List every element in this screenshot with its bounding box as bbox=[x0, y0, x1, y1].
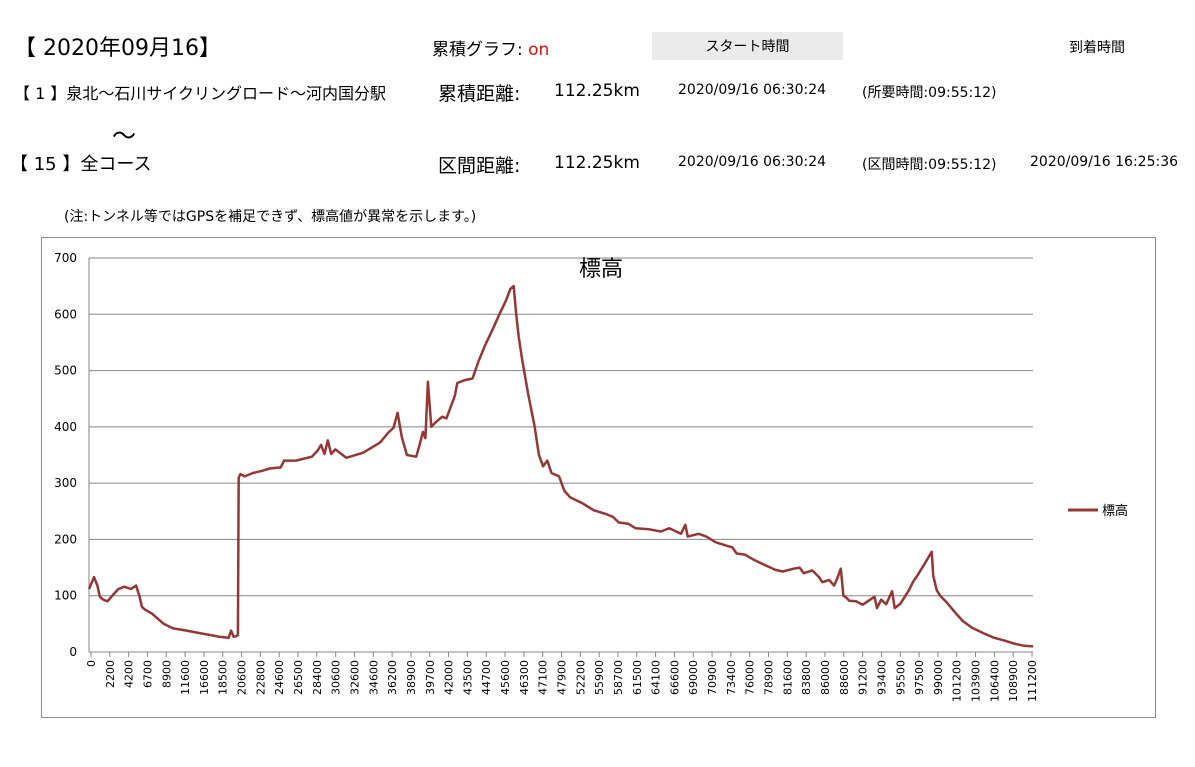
x-tick-label: 32600 bbox=[348, 660, 361, 695]
x-tick-label: 34600 bbox=[367, 660, 380, 695]
y-tick-label: 100 bbox=[54, 589, 77, 603]
arrival-time-label: 到着時間 bbox=[1069, 40, 1125, 56]
x-tick-label: 36200 bbox=[386, 660, 399, 695]
y-tick-label: 400 bbox=[54, 420, 77, 434]
x-tick-label: 95500 bbox=[894, 660, 907, 695]
x-tick-label: 4200 bbox=[123, 660, 136, 688]
x-tick-label: 83800 bbox=[800, 660, 813, 695]
y-tick-label: 500 bbox=[54, 364, 77, 378]
x-tick-label: 86000 bbox=[819, 660, 832, 695]
x-tick-label: 106400 bbox=[988, 660, 1001, 702]
x-tick-label: 44700 bbox=[480, 660, 493, 695]
x-tick-label: 101200 bbox=[951, 660, 964, 702]
x-tick-label: 39700 bbox=[424, 660, 437, 695]
y-tick-label: 700 bbox=[54, 251, 77, 265]
start-time-button[interactable]: スタート時間 bbox=[652, 32, 843, 60]
x-tick-label: 26500 bbox=[292, 660, 305, 695]
cumulative-distance-label: 累積距離: bbox=[438, 83, 521, 105]
x-tick-label: 91200 bbox=[857, 660, 870, 695]
section-distance-value: 112.25km bbox=[554, 153, 640, 173]
x-tick-label: 108900 bbox=[1007, 660, 1020, 702]
x-tick-label: 11600 bbox=[179, 660, 192, 695]
x-tick-label: 30600 bbox=[330, 660, 343, 695]
x-tick-label: 88600 bbox=[838, 660, 851, 695]
date-title: 【 2020年09月16】 bbox=[14, 36, 221, 61]
x-tick-label: 55900 bbox=[593, 660, 606, 695]
section-distance-label: 区間距離: bbox=[438, 155, 521, 177]
x-tick-label: 93400 bbox=[875, 660, 888, 695]
series-line-elevation bbox=[87, 284, 1034, 648]
x-tick-label: 43500 bbox=[461, 660, 474, 695]
y-tick-label: 300 bbox=[54, 476, 77, 490]
x-tick-label: 64100 bbox=[650, 660, 663, 695]
route-end: 【 15 】全コース bbox=[10, 154, 152, 175]
x-tick-label: 16600 bbox=[198, 660, 211, 695]
section-arrival-time: 2020/09/16 16:25:36 bbox=[1030, 154, 1179, 170]
y-tick-label: 0 bbox=[69, 645, 77, 659]
legend-label: 標高 bbox=[1102, 503, 1128, 519]
x-tick-label: 20600 bbox=[236, 660, 249, 695]
x-tick-label: 61500 bbox=[631, 660, 644, 695]
x-tick-label: 47900 bbox=[556, 660, 569, 695]
x-tick-label: 73400 bbox=[725, 660, 738, 695]
x-tick-label: 58700 bbox=[612, 660, 625, 695]
x-tick-label: 45600 bbox=[499, 660, 512, 695]
route-separator: ～ bbox=[112, 122, 136, 150]
x-tick-label: 111200 bbox=[1026, 660, 1039, 702]
x-tick-label: 76000 bbox=[744, 660, 757, 695]
x-tick-label: 38900 bbox=[405, 660, 418, 695]
x-tick-label: 2200 bbox=[104, 660, 117, 688]
x-tick-label: 81600 bbox=[781, 660, 794, 695]
y-tick-label: 200 bbox=[54, 532, 77, 546]
x-tick-label: 28400 bbox=[311, 660, 324, 695]
x-tick-label: 99000 bbox=[932, 660, 945, 695]
section-elapsed-time: (区間時間:09:55:12) bbox=[862, 157, 997, 173]
x-tick-label: 78900 bbox=[763, 660, 776, 695]
route-start: 【 1 】泉北～石川サイクリングロード～河内国分駅 bbox=[14, 84, 387, 103]
x-tick-label: 24600 bbox=[273, 660, 286, 695]
section-start-time: 2020/09/16 06:30:24 bbox=[678, 154, 827, 170]
x-tick-label: 69000 bbox=[687, 660, 700, 695]
chart-title: 標高 bbox=[579, 257, 623, 282]
cumulative-start-time: 2020/09/16 06:30:24 bbox=[678, 82, 827, 98]
y-tick-label: 600 bbox=[54, 307, 77, 321]
x-tick-label: 18500 bbox=[217, 660, 230, 695]
cumulative-graph-toggle[interactable]: 累積グラフ: on bbox=[432, 35, 549, 60]
cumulative-graph-label: 累積グラフ: bbox=[432, 40, 523, 60]
x-tick-label: 0 bbox=[85, 660, 98, 667]
x-tick-label: 42000 bbox=[443, 660, 456, 695]
x-tick-label: 46300 bbox=[518, 660, 531, 695]
x-tick-label: 6700 bbox=[141, 660, 154, 688]
cumulative-elapsed-time: (所要時間:09:55:12) bbox=[862, 85, 997, 101]
x-tick-label: 70900 bbox=[706, 660, 719, 695]
cumulative-graph-state[interactable]: on bbox=[528, 40, 550, 60]
x-tick-label: 22800 bbox=[254, 660, 267, 695]
x-tick-label: 66600 bbox=[668, 660, 681, 695]
x-tick-label: 103900 bbox=[970, 660, 983, 702]
elevation-chart-svg: 0 100 200 300 400 500 600 700 0 2200 4200 6700 8900 1… bbox=[54, 251, 1128, 702]
cumulative-distance-value: 112.25km bbox=[554, 81, 640, 101]
elevation-chart: 0 100 200 300 400 500 600 700 0 2200 4200 6700 8900 1… bbox=[41, 237, 1156, 718]
x-tick-label: 97500 bbox=[913, 660, 926, 695]
x-tick-label: 47100 bbox=[537, 660, 550, 695]
x-tick-label: 52200 bbox=[574, 660, 587, 695]
x-tick-label: 8900 bbox=[160, 660, 173, 688]
gps-note: (注:トンネル等ではGPSを補足できず、標高値が異常を示します。) bbox=[64, 209, 477, 225]
